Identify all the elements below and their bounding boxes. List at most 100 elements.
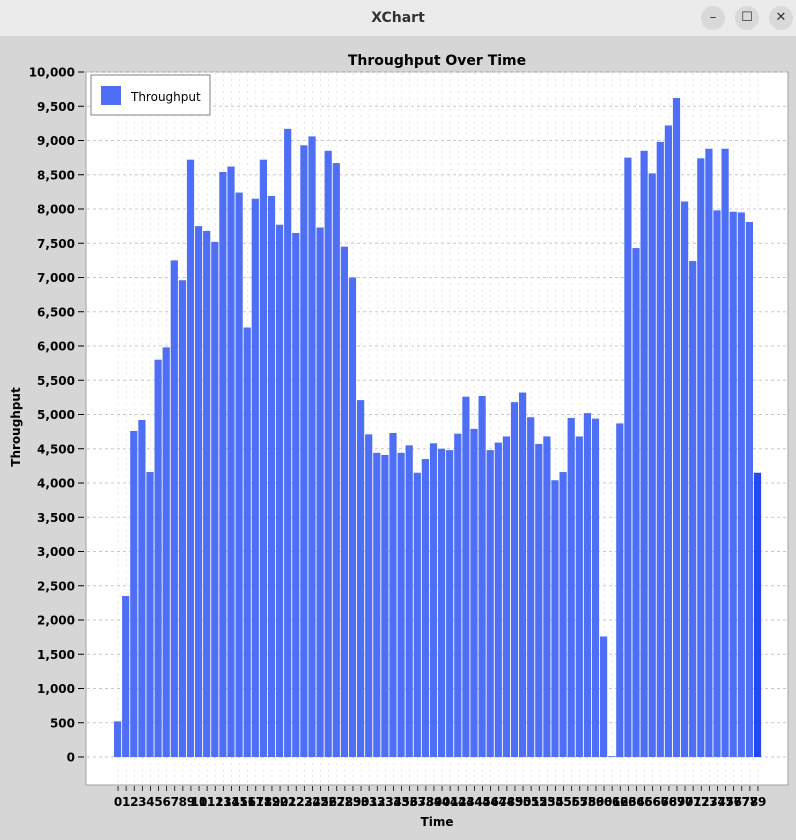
x-tick-label: 78 bbox=[741, 795, 758, 809]
x-tick-label: 31 bbox=[361, 795, 378, 809]
x-tick-label: 37 bbox=[409, 795, 426, 809]
bar bbox=[219, 172, 227, 757]
bar bbox=[316, 227, 324, 757]
x-tick-label: 18 bbox=[255, 795, 272, 809]
x-tick-label: 47 bbox=[490, 795, 507, 809]
x-tick-label: 24 bbox=[304, 795, 321, 809]
x-axis-ticks: 0 1 2 3 4 5 6 7 8 9101112131415161718192021222324… bbox=[114, 786, 766, 809]
bar bbox=[284, 128, 292, 758]
y-tick-label: 10,000 bbox=[29, 66, 75, 80]
bar bbox=[276, 224, 284, 757]
bar bbox=[138, 419, 146, 757]
x-tick-label: 43 bbox=[458, 795, 475, 809]
bar bbox=[300, 145, 308, 757]
bar bbox=[397, 452, 405, 757]
x-tick-label: 66 bbox=[644, 795, 661, 809]
y-tick-label: 4,500 bbox=[37, 442, 75, 456]
bar bbox=[527, 417, 535, 757]
bar bbox=[567, 417, 575, 757]
x-tick-label: 54 bbox=[547, 795, 564, 809]
x-tick-label: 35 bbox=[393, 795, 410, 809]
y-tick-label: 7,500 bbox=[37, 237, 75, 251]
bar bbox=[583, 413, 591, 757]
bar bbox=[243, 327, 251, 757]
bar bbox=[227, 166, 235, 757]
x-tick-label: 9 bbox=[187, 795, 195, 809]
bar bbox=[705, 148, 713, 758]
x-tick-label: 23 bbox=[296, 795, 313, 809]
x-tick-label: 65 bbox=[636, 795, 653, 809]
bar bbox=[486, 450, 494, 757]
bar bbox=[470, 428, 478, 757]
x-tick-label: 77 bbox=[733, 795, 750, 809]
x-tick-label: 5 bbox=[154, 795, 162, 809]
bar bbox=[624, 157, 632, 758]
bar bbox=[608, 756, 616, 757]
bar bbox=[292, 232, 300, 758]
y-tick-label: 5,500 bbox=[37, 374, 75, 388]
x-tick-label: 11 bbox=[199, 795, 216, 809]
bar bbox=[494, 442, 502, 757]
x-tick-label: 34 bbox=[385, 795, 402, 809]
bar bbox=[681, 201, 689, 757]
minimize-icon[interactable]: – bbox=[701, 6, 725, 30]
y-tick-label: 8,500 bbox=[37, 168, 75, 182]
x-tick-label: 45 bbox=[474, 795, 491, 809]
x-tick-label: 20 bbox=[272, 795, 289, 809]
bar bbox=[713, 210, 721, 757]
x-tick-label: 72 bbox=[693, 795, 710, 809]
bar bbox=[648, 173, 656, 757]
bar bbox=[178, 280, 186, 757]
bar bbox=[267, 195, 276, 758]
x-tick-label: 52 bbox=[531, 795, 548, 809]
y-tick-label: 2,500 bbox=[37, 579, 75, 593]
x-tick-label: 73 bbox=[701, 795, 718, 809]
bar bbox=[446, 450, 454, 757]
close-icon[interactable]: ✕ bbox=[769, 6, 793, 30]
bar bbox=[203, 230, 211, 758]
x-tick-label: 2 bbox=[130, 795, 138, 809]
bar bbox=[697, 158, 705, 757]
bar bbox=[154, 359, 162, 757]
x-tick-label: 76 bbox=[725, 795, 742, 809]
x-tick-label: 46 bbox=[482, 795, 499, 809]
x-tick-label: 12 bbox=[207, 795, 224, 809]
x-tick-label: 25 bbox=[312, 795, 329, 809]
x-tick-label: 21 bbox=[280, 795, 297, 809]
x-tick-label: 39 bbox=[426, 795, 443, 809]
x-tick-label: 67 bbox=[652, 795, 669, 809]
title-bar: XChart – ☐ ✕ bbox=[0, 0, 796, 37]
bar bbox=[365, 434, 373, 757]
x-tick-label: 7 bbox=[171, 795, 179, 809]
bar bbox=[478, 396, 486, 757]
bar bbox=[721, 148, 729, 758]
y-tick-label: 3,500 bbox=[37, 511, 75, 525]
y-tick-label: 9,000 bbox=[37, 134, 75, 148]
bar bbox=[462, 396, 470, 757]
x-tick-label: 71 bbox=[685, 795, 702, 809]
y-tick-label: 9,500 bbox=[37, 100, 75, 114]
x-tick-label: 44 bbox=[466, 795, 483, 809]
bar bbox=[664, 125, 672, 758]
x-tick-label: 28 bbox=[336, 795, 353, 809]
bar bbox=[381, 454, 389, 757]
bar bbox=[510, 402, 519, 757]
x-tick-label: 48 bbox=[498, 795, 515, 809]
bar bbox=[559, 472, 567, 757]
bar bbox=[535, 443, 543, 757]
bar bbox=[114, 721, 122, 757]
x-tick-label: 6 bbox=[162, 795, 170, 809]
x-tick-label: 53 bbox=[539, 795, 556, 809]
x-tick-label: 63 bbox=[620, 795, 637, 809]
window-title: XChart bbox=[371, 10, 425, 26]
x-tick-label: 42 bbox=[450, 795, 467, 809]
x-tick-label: 15 bbox=[231, 795, 248, 809]
y-tick-label: 1,000 bbox=[37, 682, 75, 696]
x-axis-label: Time bbox=[421, 815, 454, 829]
maximize-icon[interactable]: ☐ bbox=[735, 6, 759, 30]
x-tick-label: 1 bbox=[122, 795, 130, 809]
x-tick-label: 56 bbox=[563, 795, 580, 809]
y-tick-label: 4,000 bbox=[37, 477, 75, 491]
bar bbox=[429, 443, 438, 757]
